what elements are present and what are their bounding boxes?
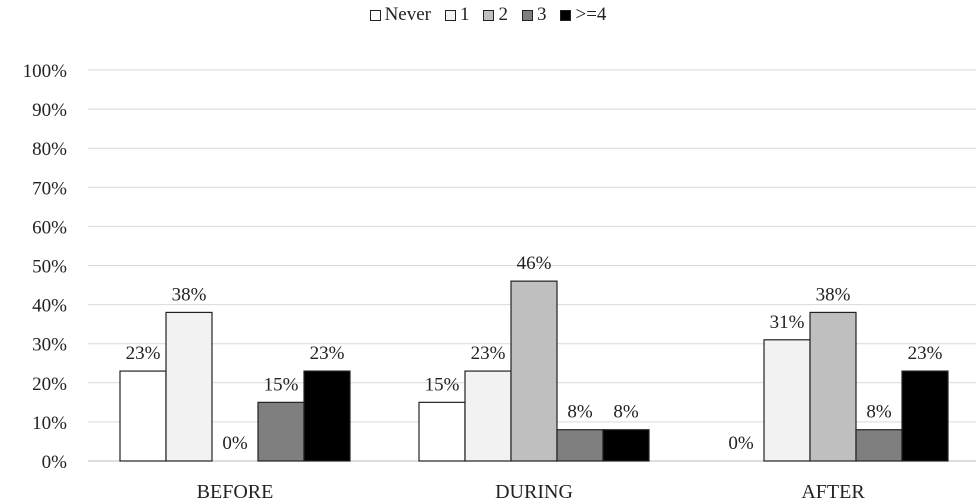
bar bbox=[556, 429, 604, 462]
data-label: 31% bbox=[770, 312, 805, 333]
data-label: 23% bbox=[471, 343, 506, 364]
y-tick-label: 90% bbox=[32, 100, 67, 121]
data-label: 23% bbox=[126, 343, 161, 364]
data-label: 46% bbox=[517, 253, 552, 274]
bar bbox=[510, 280, 558, 462]
y-tick-label: 70% bbox=[32, 178, 67, 199]
y-tick-label: 40% bbox=[32, 296, 67, 317]
data-label: 15% bbox=[264, 374, 299, 395]
data-label: 0% bbox=[222, 433, 248, 454]
bar bbox=[165, 311, 213, 462]
legend-swatch-3 bbox=[521, 9, 533, 21]
y-tick-label: 10% bbox=[32, 413, 67, 434]
y-tick-label: 30% bbox=[32, 335, 67, 356]
legend-label-4plus: >=4 bbox=[575, 4, 607, 25]
bar bbox=[119, 370, 167, 462]
legend-item-never: Never bbox=[369, 4, 431, 26]
data-label: 23% bbox=[310, 343, 345, 364]
y-tick-label: 80% bbox=[32, 139, 67, 160]
data-label: 23% bbox=[908, 343, 943, 364]
x-category-label: DURING bbox=[495, 481, 573, 502]
y-tick-label: 50% bbox=[32, 257, 67, 278]
y-tick-label: 100% bbox=[23, 61, 68, 82]
legend-swatch-never bbox=[369, 9, 381, 21]
legend-item-2: 2 bbox=[483, 4, 508, 26]
x-category-label: AFTER bbox=[801, 481, 865, 502]
bar bbox=[901, 370, 949, 462]
x-category-label: BEFORE bbox=[197, 481, 274, 502]
bar bbox=[303, 370, 351, 462]
legend-swatch-1 bbox=[444, 9, 456, 21]
chart-legend: Never 1 2 3 >=4 bbox=[0, 4, 976, 26]
bar bbox=[257, 401, 305, 462]
y-tick-label: 60% bbox=[32, 217, 67, 238]
data-label: 8% bbox=[613, 402, 639, 423]
legend-label-3: 3 bbox=[536, 4, 547, 25]
legend-item-1: 1 bbox=[444, 4, 470, 26]
data-label: 38% bbox=[172, 284, 207, 305]
legend-label-1: 1 bbox=[459, 4, 470, 25]
legend-swatch-2 bbox=[483, 9, 495, 21]
data-label: 38% bbox=[816, 284, 851, 305]
data-label: 8% bbox=[866, 402, 892, 423]
legend-label-never: Never bbox=[384, 4, 431, 25]
legend-item-3: 3 bbox=[521, 4, 547, 26]
bar bbox=[763, 339, 811, 462]
legend-swatch-4plus bbox=[560, 9, 572, 21]
bar bbox=[855, 429, 903, 462]
data-label: 0% bbox=[728, 433, 754, 454]
data-label: 15% bbox=[425, 374, 460, 395]
y-tick-label: 20% bbox=[32, 374, 67, 395]
bar bbox=[418, 401, 466, 462]
legend-label-2: 2 bbox=[498, 4, 508, 25]
bar bbox=[464, 370, 512, 462]
y-tick-label: 0% bbox=[42, 452, 68, 473]
legend-item-4plus: >=4 bbox=[560, 4, 606, 26]
data-label: 8% bbox=[567, 402, 593, 423]
bar bbox=[602, 429, 650, 462]
bar bbox=[809, 311, 857, 462]
